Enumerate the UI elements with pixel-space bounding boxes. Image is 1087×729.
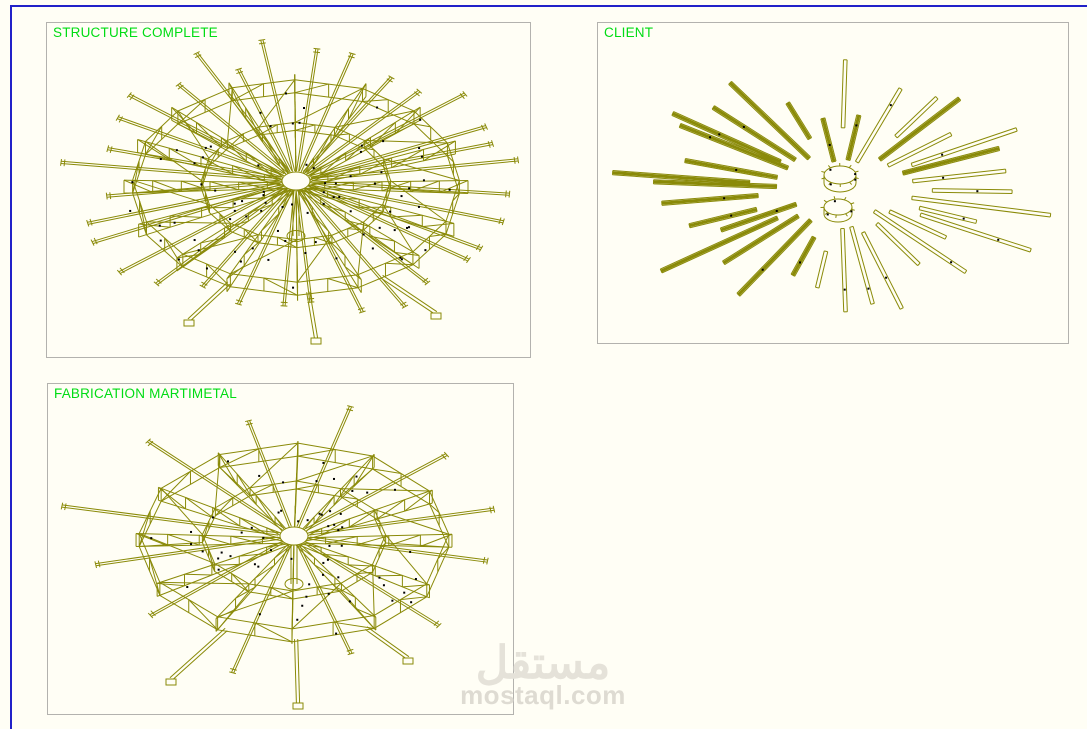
fabrication-martimetal-wireframe-drawing (60, 405, 496, 710)
sheet-frame-top-border (10, 5, 1087, 7)
sheet-frame-left-border (10, 5, 12, 729)
client-exploded-spokes-drawing (611, 59, 1052, 313)
viewport-client[interactable]: CLIENT (597, 22, 1069, 344)
viewport-label-structure-complete: STRUCTURE COMPLETE (53, 25, 218, 40)
viewport-label-fabrication-martimetal: FABRICATION MARTIMETAL (54, 386, 237, 401)
viewport-label-client: CLIENT (604, 25, 654, 40)
viewport-structure-complete[interactable]: STRUCTURE COMPLETE (46, 22, 531, 358)
structure-complete-wireframe-drawing (60, 38, 520, 345)
viewport-fabrication-martimetal[interactable]: FABRICATION MARTIMETAL (47, 383, 514, 715)
